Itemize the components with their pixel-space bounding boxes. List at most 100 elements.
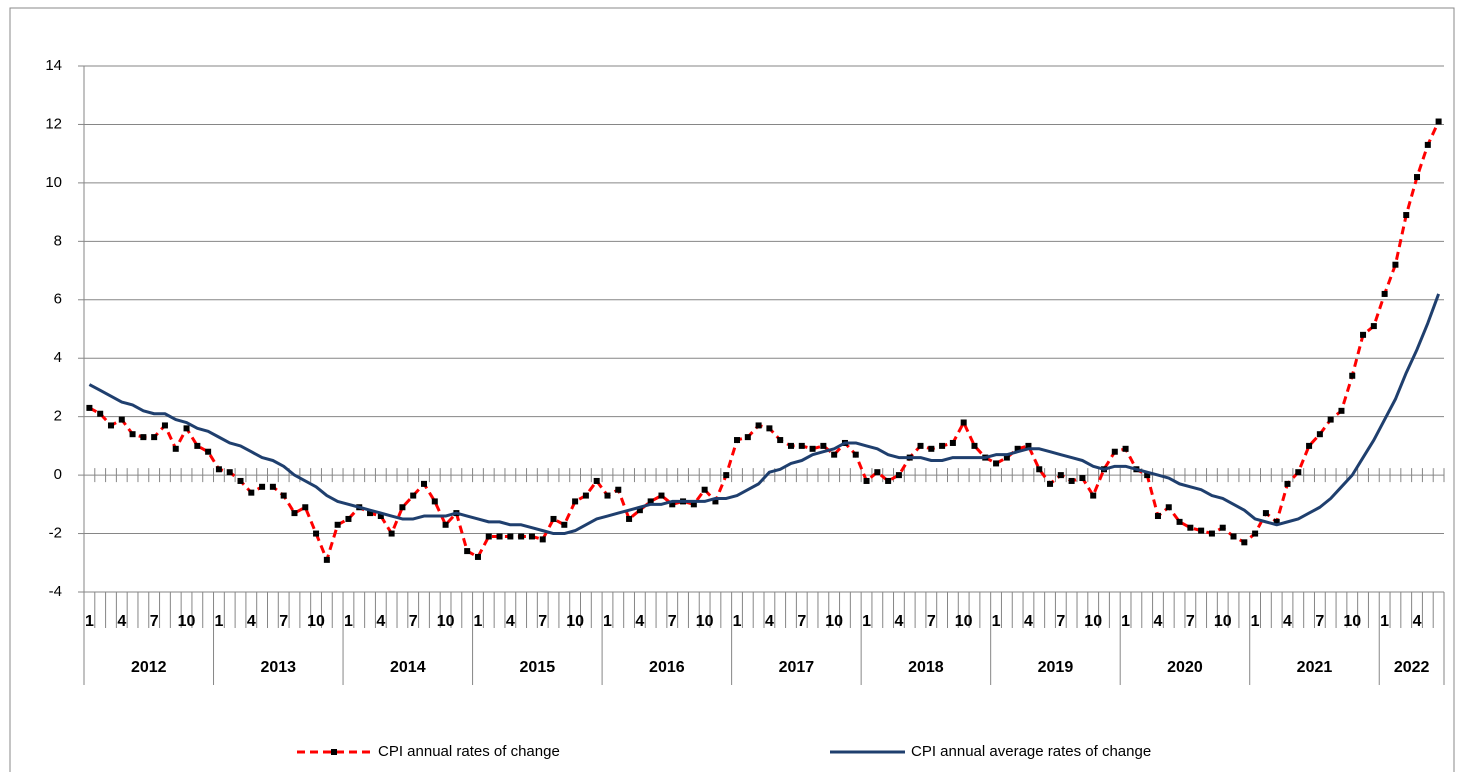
y-tick-label: 2 (54, 408, 62, 425)
x-tick-label: 1 (992, 613, 1001, 630)
marker (993, 460, 1000, 467)
legend-label: CPI annual average rates of change (911, 743, 1151, 760)
x-tick-label: 1 (85, 613, 94, 630)
marker (1057, 472, 1064, 479)
year-label: 2019 (1038, 659, 1074, 676)
marker (291, 510, 298, 517)
marker (1262, 510, 1269, 517)
marker (647, 498, 654, 505)
marker (939, 442, 946, 449)
x-tick-label: 7 (668, 613, 677, 630)
marker (1198, 527, 1205, 534)
x-tick-label: 1 (1380, 613, 1389, 630)
marker (1154, 513, 1161, 520)
marker (172, 445, 179, 452)
marker (194, 442, 201, 449)
x-tick-label: 4 (765, 613, 774, 630)
marker (280, 492, 287, 499)
x-tick-label: 4 (1283, 613, 1292, 630)
x-tick-label: 10 (437, 613, 455, 630)
marker (86, 404, 93, 411)
marker (1208, 530, 1215, 537)
marker (949, 439, 956, 446)
marker (690, 501, 697, 508)
x-tick-label: 4 (117, 613, 126, 630)
marker (410, 492, 417, 499)
marker (820, 442, 827, 449)
marker (1165, 504, 1172, 511)
marker (550, 515, 557, 522)
marker (269, 483, 276, 490)
marker (97, 410, 104, 417)
x-tick-label: 1 (603, 613, 612, 630)
marker (302, 504, 309, 511)
marker (712, 498, 719, 505)
marker (582, 492, 589, 499)
year-label: 2013 (260, 659, 296, 676)
marker (518, 533, 525, 540)
marker (399, 504, 406, 511)
marker (636, 507, 643, 514)
marker (1370, 323, 1377, 330)
marker (496, 533, 503, 540)
marker (1327, 416, 1334, 423)
marker (626, 515, 633, 522)
marker (1047, 480, 1054, 487)
marker (734, 437, 741, 444)
marker (971, 442, 978, 449)
x-tick-label: 7 (927, 613, 936, 630)
marker (1241, 539, 1248, 546)
marker (1435, 118, 1442, 125)
line (88, 293, 1441, 536)
marker (507, 533, 514, 540)
marker (1349, 372, 1356, 379)
year-label: 2017 (779, 659, 815, 676)
marker (604, 492, 611, 499)
marker (1014, 445, 1021, 452)
x-tick-label: 10 (307, 613, 325, 630)
x-tick-label: 7 (1186, 613, 1195, 630)
marker (118, 416, 125, 423)
marker (1338, 407, 1345, 414)
year-label: 2016 (649, 659, 685, 676)
marker (787, 442, 794, 449)
x-tick-label: 1 (1121, 613, 1130, 630)
year-label: 2012 (131, 659, 167, 676)
marker (334, 521, 341, 528)
x-tick-label: 10 (955, 613, 973, 630)
marker (183, 425, 190, 432)
marker (161, 422, 168, 429)
marker (895, 472, 902, 479)
marker (442, 521, 449, 528)
marker (1252, 530, 1259, 537)
marker (615, 486, 622, 493)
marker (874, 469, 881, 476)
marker (658, 492, 665, 499)
marker (831, 451, 838, 458)
marker (129, 431, 136, 438)
x-tick-label: 4 (1024, 613, 1033, 630)
year-label: 2020 (1167, 659, 1203, 676)
marker (140, 434, 147, 441)
marker (1230, 533, 1237, 540)
marker (377, 513, 384, 520)
marker (248, 489, 255, 496)
x-tick-label: 4 (1154, 613, 1163, 630)
marker (917, 442, 924, 449)
x-tick-label: 7 (150, 613, 159, 630)
marker (1079, 475, 1086, 482)
marker (561, 521, 568, 528)
year-label: 2021 (1297, 659, 1333, 676)
x-tick-label: 10 (696, 613, 714, 630)
marker (431, 498, 438, 505)
marker (1025, 442, 1032, 449)
y-tick-label: -2 (49, 525, 62, 542)
x-tick-label: 10 (1343, 613, 1361, 630)
marker (572, 498, 579, 505)
marker (1273, 518, 1280, 525)
year-label: 2022 (1394, 659, 1430, 676)
marker (1036, 466, 1043, 473)
y-tick-label: 14 (45, 57, 62, 74)
legend-marker (331, 749, 337, 755)
